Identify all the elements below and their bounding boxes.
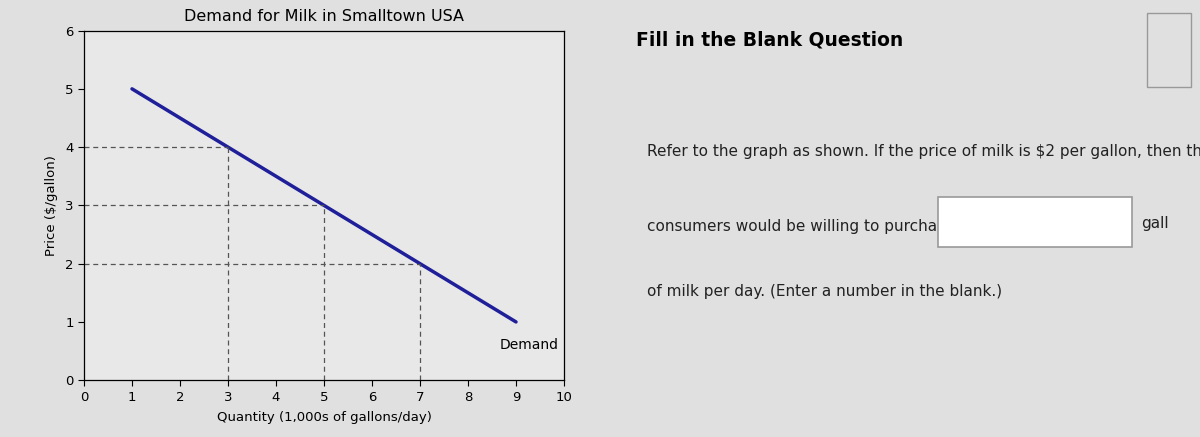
FancyBboxPatch shape	[938, 197, 1133, 247]
Text: consumers would be willing to purchase: consumers would be willing to purchase	[647, 218, 955, 233]
Y-axis label: Price ($/gallon): Price ($/gallon)	[46, 155, 58, 256]
Text: Demand: Demand	[499, 338, 558, 352]
Text: Fill in the Blank Question: Fill in the Blank Question	[636, 31, 902, 49]
FancyBboxPatch shape	[1147, 13, 1192, 87]
Text: gall: gall	[1141, 216, 1169, 231]
X-axis label: Quantity (1,000s of gallons/day): Quantity (1,000s of gallons/day)	[216, 410, 432, 423]
Text: of milk per day. (Enter a number in the blank.): of milk per day. (Enter a number in the …	[647, 284, 1002, 299]
Text: Refer to the graph as shown. If the price of milk is $2 per gallon, then th: Refer to the graph as shown. If the pric…	[647, 144, 1200, 159]
Title: Demand for Milk in Smalltown USA: Demand for Milk in Smalltown USA	[184, 9, 464, 24]
